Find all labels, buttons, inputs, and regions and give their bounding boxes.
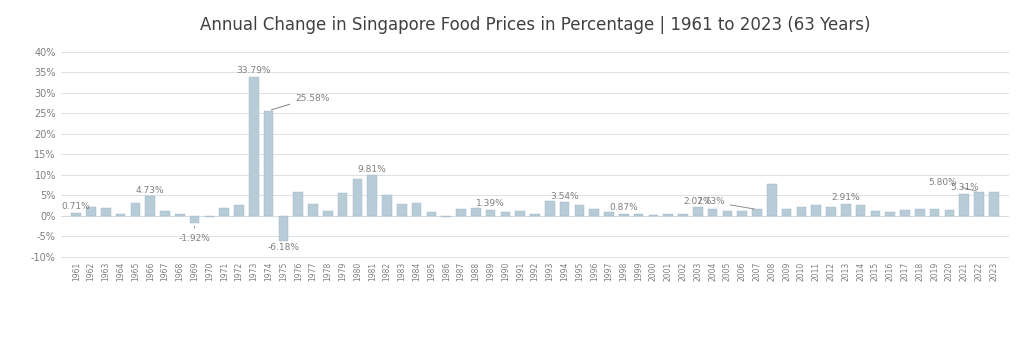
Bar xyxy=(249,77,259,215)
Text: 3.54%: 3.54% xyxy=(550,192,579,201)
Text: -6.18%: -6.18% xyxy=(267,243,299,252)
Bar xyxy=(678,214,688,215)
Text: 33.79%: 33.79% xyxy=(237,66,271,75)
Bar xyxy=(604,212,613,215)
Bar xyxy=(989,192,998,215)
Bar xyxy=(219,208,229,215)
Bar xyxy=(323,211,333,215)
Text: 0.71%: 0.71% xyxy=(61,202,90,211)
Text: 2.91%: 2.91% xyxy=(831,193,860,202)
Bar xyxy=(205,215,214,217)
Bar xyxy=(279,215,288,241)
Text: 0.87%: 0.87% xyxy=(609,203,638,212)
Bar xyxy=(485,210,496,215)
Bar xyxy=(826,207,836,215)
Bar xyxy=(471,208,480,215)
Bar xyxy=(574,205,585,215)
Bar xyxy=(338,193,347,215)
Bar xyxy=(870,211,881,215)
Text: 9.81%: 9.81% xyxy=(357,165,387,174)
Bar xyxy=(811,205,821,215)
Bar xyxy=(368,175,377,215)
Bar xyxy=(886,212,895,215)
Bar xyxy=(693,207,702,215)
Bar xyxy=(915,209,925,215)
Bar xyxy=(294,192,303,215)
Bar xyxy=(841,204,851,215)
Bar xyxy=(145,196,155,215)
Bar xyxy=(634,214,643,215)
Bar xyxy=(515,211,525,215)
Bar xyxy=(189,215,200,223)
Bar xyxy=(664,214,673,215)
Bar xyxy=(441,215,451,217)
Text: 5.31%: 5.31% xyxy=(950,183,979,192)
Bar xyxy=(116,214,126,215)
Bar xyxy=(160,211,170,215)
Bar xyxy=(175,214,184,215)
Bar xyxy=(308,204,317,215)
Bar xyxy=(590,209,599,215)
Text: 5.80%: 5.80% xyxy=(928,178,976,191)
Title: Annual Change in Singapore Food Prices in Percentage | 1961 to 2023 (63 Years): Annual Change in Singapore Food Prices i… xyxy=(200,16,870,34)
Bar xyxy=(753,209,762,215)
Bar xyxy=(86,207,96,215)
Bar xyxy=(234,205,244,215)
Bar xyxy=(264,111,273,215)
Text: 7.73%: 7.73% xyxy=(695,197,755,209)
Bar xyxy=(797,207,806,215)
Bar xyxy=(900,210,910,215)
Bar xyxy=(457,209,466,215)
Bar xyxy=(412,203,422,215)
Bar xyxy=(708,209,718,215)
Bar xyxy=(530,214,540,215)
Bar xyxy=(131,203,140,215)
Bar xyxy=(427,212,436,215)
Bar xyxy=(72,212,81,215)
Bar xyxy=(959,194,969,215)
Text: -1.92%: -1.92% xyxy=(179,226,211,243)
Bar xyxy=(560,202,569,215)
Bar xyxy=(620,214,629,215)
Bar xyxy=(856,205,865,215)
Bar xyxy=(382,195,392,215)
Bar xyxy=(974,192,984,215)
Bar xyxy=(723,211,732,215)
Bar xyxy=(782,209,792,215)
Bar xyxy=(737,211,748,215)
Bar xyxy=(930,209,939,215)
Text: 2.02%: 2.02% xyxy=(684,197,712,206)
Bar xyxy=(352,180,362,215)
Bar xyxy=(944,210,954,215)
Text: 1.39%: 1.39% xyxy=(476,199,505,209)
Text: 25.58%: 25.58% xyxy=(271,93,330,110)
Bar xyxy=(101,208,111,215)
Bar xyxy=(767,184,776,215)
Bar xyxy=(545,201,555,215)
Bar xyxy=(501,212,510,215)
Bar xyxy=(397,204,407,215)
Text: 4.73%: 4.73% xyxy=(136,186,165,195)
